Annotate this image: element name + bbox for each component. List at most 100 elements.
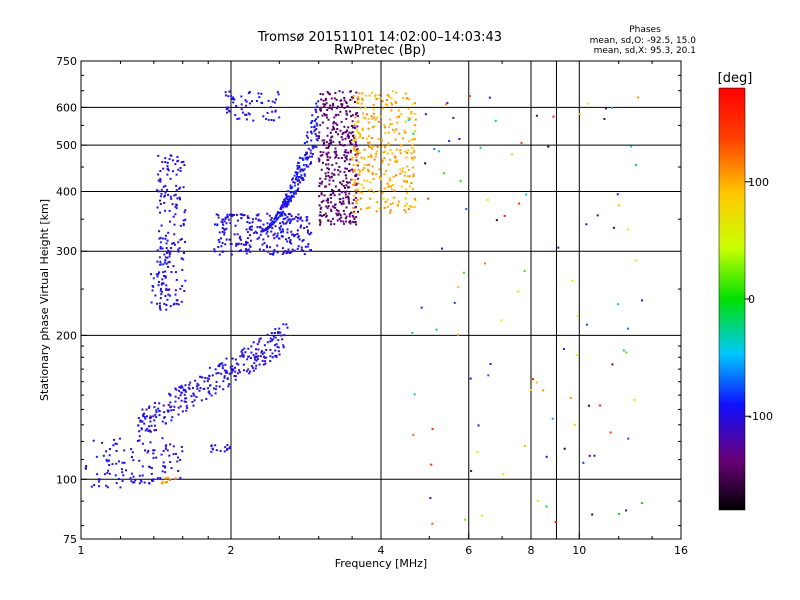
data-point: [164, 471, 167, 474]
data-point: [414, 199, 417, 202]
data-point: [252, 341, 255, 344]
data-point: [204, 376, 207, 379]
data-point: [289, 221, 292, 224]
data-point: [373, 125, 376, 128]
data-point: [247, 368, 250, 371]
data-point: [151, 284, 154, 287]
data-point: [173, 194, 176, 197]
data-point: [342, 131, 345, 134]
data-point: [213, 223, 216, 226]
data-point: [336, 128, 339, 131]
data-point: [302, 238, 305, 241]
data-point: [329, 208, 332, 211]
data-point: [303, 173, 306, 176]
data-point: [317, 136, 320, 139]
data-point: [277, 350, 280, 353]
data-point: [241, 348, 244, 351]
data-point: [263, 242, 266, 245]
data-point: [348, 215, 351, 218]
data-point: [309, 161, 312, 164]
data-point: [269, 348, 272, 351]
data-point: [144, 429, 147, 432]
data-point: [245, 100, 248, 103]
data-point: [372, 112, 375, 115]
data-point: [339, 129, 342, 132]
data-point: [174, 289, 177, 292]
data-point: [308, 222, 311, 225]
data-point: [178, 386, 181, 389]
data-point: [160, 192, 163, 195]
data-point: [246, 215, 249, 218]
data-point: [532, 378, 535, 381]
data-point: [341, 91, 344, 94]
data-point: [224, 218, 227, 221]
data-point: [395, 161, 398, 164]
data-point: [150, 472, 153, 475]
data-point: [97, 478, 100, 481]
data-point: [228, 213, 231, 216]
data-point: [208, 366, 211, 369]
data-point: [332, 125, 335, 128]
data-point: [453, 301, 456, 304]
data-point: [156, 249, 159, 252]
data-point: [166, 165, 169, 168]
data-point: [287, 218, 290, 221]
data-point: [251, 218, 254, 221]
data-point: [167, 193, 170, 196]
data-point: [151, 479, 154, 482]
data-point: [174, 271, 177, 274]
chart-title-line1: Tromsø 20151101 14:02:00–14:03:43: [257, 30, 502, 45]
data-point: [239, 355, 242, 358]
data-point: [401, 170, 404, 173]
data-point: [154, 294, 157, 297]
data-point: [115, 462, 118, 465]
data-point: [230, 95, 233, 98]
data-point: [149, 430, 152, 433]
data-point: [551, 417, 554, 420]
data-point: [343, 222, 346, 225]
data-point: [130, 448, 133, 451]
data-point: [179, 476, 182, 479]
data-point: [352, 183, 355, 186]
data-point: [586, 323, 589, 326]
data-point: [370, 91, 373, 94]
data-point: [117, 477, 120, 480]
data-point: [326, 127, 329, 130]
data-point: [182, 258, 185, 261]
x-tick-label: 16: [674, 544, 688, 557]
data-point: [327, 118, 330, 121]
data-point: [326, 155, 329, 158]
data-point: [97, 485, 100, 488]
x-tick-label: 1: [78, 544, 85, 557]
data-point: [372, 145, 375, 148]
data-point: [254, 358, 257, 361]
data-point: [167, 261, 170, 264]
data-point: [349, 140, 352, 143]
data-point: [411, 166, 414, 169]
data-point: [255, 348, 258, 351]
data-point: [159, 287, 162, 290]
data-point: [281, 253, 284, 256]
data-point: [289, 191, 292, 194]
data-point: [345, 158, 348, 161]
data-point: [325, 205, 328, 208]
data-point: [273, 249, 276, 252]
data-point: [347, 198, 350, 201]
data-point: [337, 133, 340, 136]
data-point: [217, 364, 220, 367]
data-point: [190, 395, 193, 398]
data-point: [442, 172, 445, 175]
data-point: [224, 94, 227, 97]
data-point: [302, 249, 305, 252]
data-point: [185, 397, 188, 400]
data-point: [326, 197, 329, 200]
data-point: [339, 213, 342, 216]
data-point: [271, 356, 274, 359]
data-point: [307, 156, 310, 159]
data-point: [164, 259, 167, 262]
data-point: [152, 277, 155, 280]
data-point: [143, 422, 146, 425]
data-point: [319, 223, 322, 226]
data-point: [265, 356, 268, 359]
data-point: [285, 252, 288, 255]
